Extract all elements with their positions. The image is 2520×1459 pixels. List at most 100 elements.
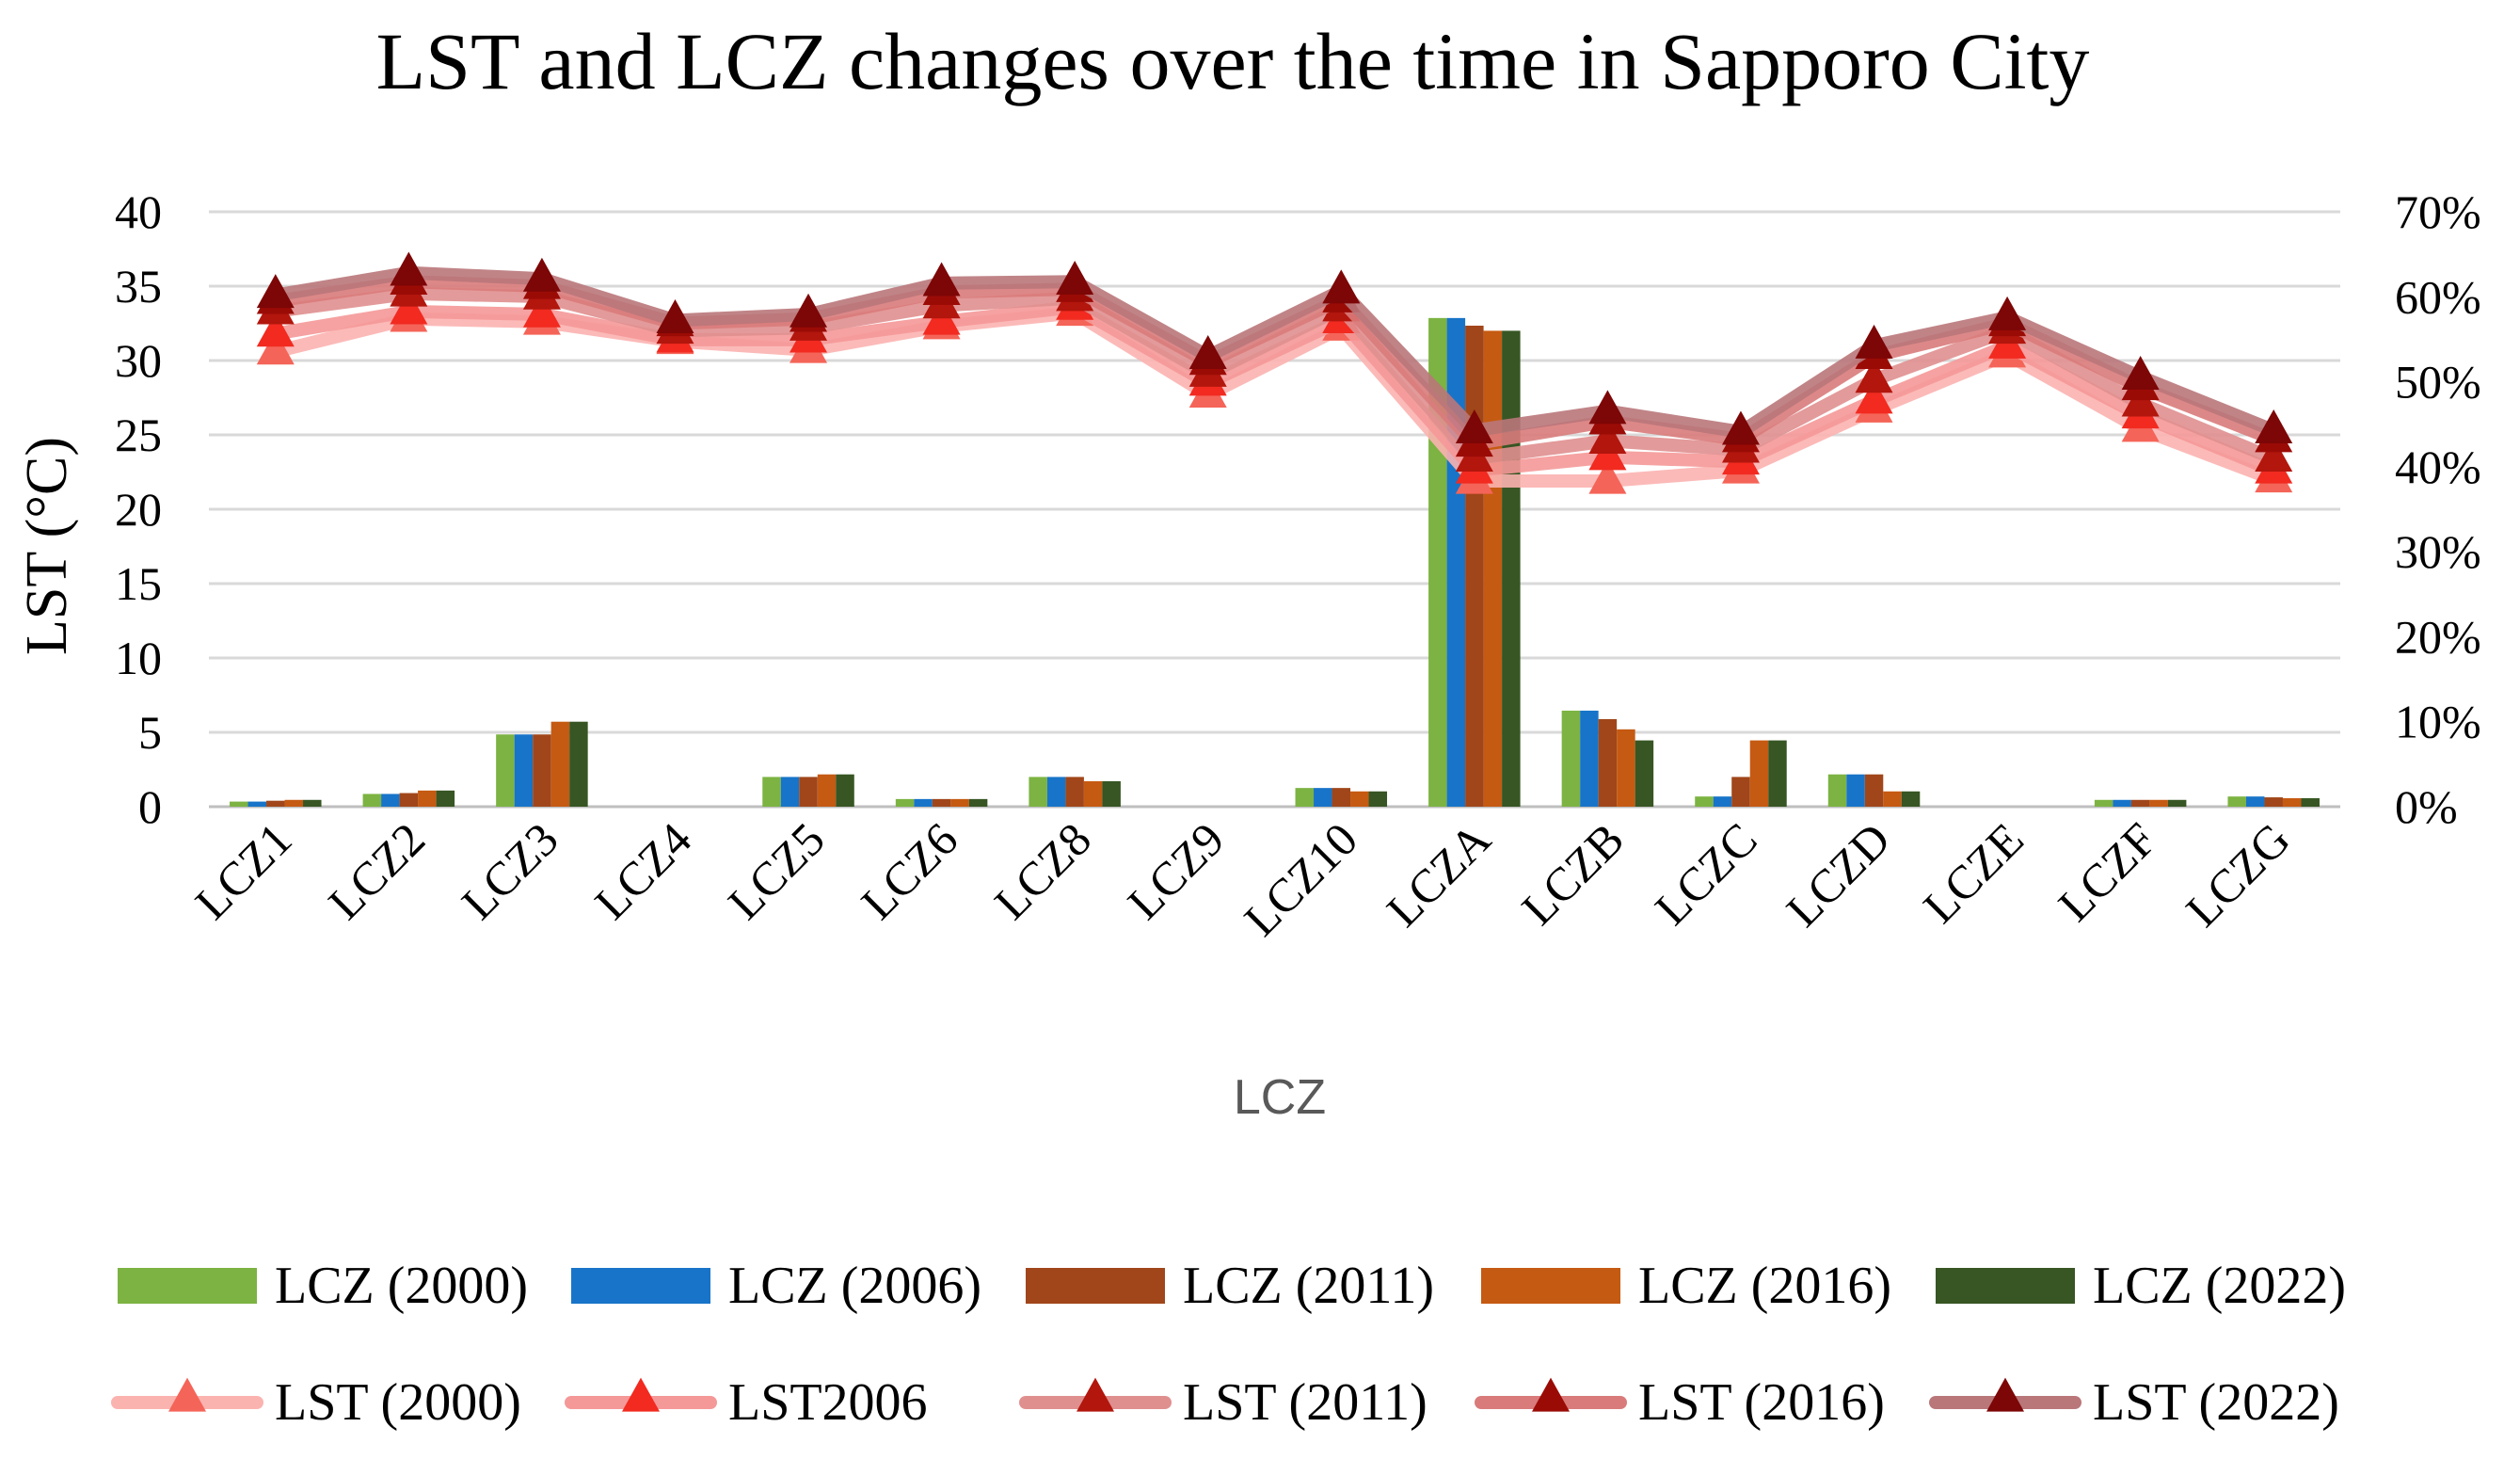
line-marker bbox=[1588, 390, 1627, 425]
bar bbox=[381, 794, 400, 807]
bar bbox=[1635, 740, 1654, 807]
bar bbox=[2113, 799, 2131, 807]
bar bbox=[247, 801, 267, 807]
legend-item: LCZ (2006) bbox=[571, 1257, 981, 1315]
x-tick-label: LCZ8 bbox=[984, 812, 1101, 929]
bar bbox=[895, 798, 915, 807]
line-marker bbox=[1455, 409, 1493, 443]
bar bbox=[914, 798, 933, 807]
bar bbox=[1901, 791, 1921, 807]
bar bbox=[836, 774, 854, 807]
x-tick-label: LCZ3 bbox=[452, 812, 568, 929]
x-tick-label: LCZE bbox=[1913, 812, 2034, 933]
bar bbox=[1350, 791, 1369, 807]
x-tick-label: LCZA bbox=[1377, 812, 1501, 937]
line-marker bbox=[1855, 379, 1893, 414]
chart-title: LST and LCZ changes over the time in Sap… bbox=[376, 16, 2090, 106]
legend-swatch bbox=[1481, 1268, 1620, 1304]
bar bbox=[799, 777, 818, 807]
line-series-group bbox=[256, 251, 2293, 494]
legend-swatch bbox=[118, 1268, 257, 1304]
legend-label: LCZ (2006) bbox=[728, 1257, 981, 1315]
legend-item: LST (2011) bbox=[1019, 1373, 1427, 1432]
bar bbox=[514, 734, 534, 807]
bar bbox=[1446, 317, 1466, 807]
bar bbox=[418, 790, 437, 807]
x-tick-label: LCZD bbox=[1776, 812, 1900, 937]
line-marker bbox=[1077, 1377, 1114, 1412]
bar bbox=[968, 798, 988, 807]
y2-axis-ticks: 0% 10% 20% 30% 40% 50% 60% 70% bbox=[2395, 185, 2481, 833]
x-tick-label: LCZ10 bbox=[1234, 812, 1367, 946]
bar bbox=[1046, 777, 1066, 807]
x-tick-label: LCZ9 bbox=[1117, 812, 1234, 929]
bar bbox=[1483, 330, 1503, 807]
bar bbox=[533, 734, 551, 807]
bar bbox=[436, 790, 455, 807]
line-marker bbox=[1855, 359, 1893, 393]
bar bbox=[1617, 729, 1635, 807]
line-marker bbox=[1855, 324, 1893, 359]
bar bbox=[1713, 796, 1732, 807]
bar bbox=[762, 777, 781, 807]
line-path bbox=[268, 286, 2281, 466]
line-series bbox=[256, 272, 2293, 472]
bar-series bbox=[303, 330, 2320, 807]
line-marker bbox=[1986, 1377, 2024, 1412]
x-tick-label: LCZB bbox=[1511, 812, 1634, 935]
bar bbox=[1827, 774, 1847, 807]
bar bbox=[550, 721, 570, 807]
bar bbox=[362, 794, 382, 807]
legend-label: LCZ (2011) bbox=[1183, 1257, 1434, 1315]
bar bbox=[2301, 797, 2320, 807]
bar bbox=[2282, 797, 2302, 807]
y-tick-label: 30 bbox=[115, 334, 162, 387]
legend-label: LST2006 bbox=[728, 1373, 928, 1432]
legend-item: LCZ (2022) bbox=[1936, 1257, 2346, 1315]
legend-label: LST (2016) bbox=[1638, 1373, 1885, 1432]
bar bbox=[2094, 799, 2113, 807]
line-path bbox=[268, 265, 2281, 439]
x-tick-label: LCZ2 bbox=[318, 812, 435, 929]
bar bbox=[569, 721, 588, 807]
line-marker bbox=[390, 251, 428, 286]
y-tick-label: 0 bbox=[138, 780, 162, 833]
legend-label: LCZ (2000) bbox=[275, 1257, 528, 1315]
legend-item: LST (2022) bbox=[1929, 1373, 2339, 1432]
bar bbox=[1029, 777, 1047, 807]
line-marker bbox=[168, 1377, 206, 1412]
bar bbox=[2245, 796, 2265, 807]
line-marker bbox=[1532, 1377, 1570, 1412]
y2-tick-label: 70% bbox=[2395, 185, 2481, 238]
bar bbox=[1580, 710, 1599, 807]
legend-item: LST (2016) bbox=[1475, 1373, 1885, 1432]
legend-item: LCZ (2016) bbox=[1481, 1257, 1891, 1315]
legend-item: LST (2000) bbox=[111, 1373, 521, 1432]
bar bbox=[1502, 330, 1521, 807]
line-marker bbox=[390, 290, 428, 325]
y-axis-label: LST (°C) bbox=[15, 437, 79, 655]
bar bbox=[1695, 796, 1714, 807]
x-axis-label: LCZ bbox=[1234, 1070, 1326, 1125]
line-series bbox=[256, 251, 2293, 445]
bar bbox=[2227, 796, 2246, 807]
bar bbox=[230, 801, 248, 807]
bar bbox=[1749, 740, 1769, 807]
line-marker bbox=[656, 299, 694, 334]
x-tick-label: LCZG bbox=[2176, 812, 2300, 937]
bar bbox=[2130, 799, 2150, 807]
bar bbox=[1846, 774, 1865, 807]
x-tick-label: LCZ4 bbox=[584, 812, 701, 929]
line-marker bbox=[1988, 296, 2027, 330]
bar bbox=[1768, 740, 1787, 807]
y-tick-label: 20 bbox=[115, 483, 162, 536]
bar bbox=[266, 800, 285, 807]
line-marker bbox=[522, 257, 561, 292]
y2-tick-label: 60% bbox=[2395, 270, 2481, 323]
legend-label: LST (2011) bbox=[1183, 1373, 1427, 1432]
legend-label: LCZ (2016) bbox=[1638, 1257, 1891, 1315]
legend-label: LST (2022) bbox=[2093, 1373, 2339, 1432]
bar bbox=[2149, 799, 2168, 807]
line-marker bbox=[1322, 269, 1361, 304]
line-marker bbox=[1721, 410, 1760, 445]
